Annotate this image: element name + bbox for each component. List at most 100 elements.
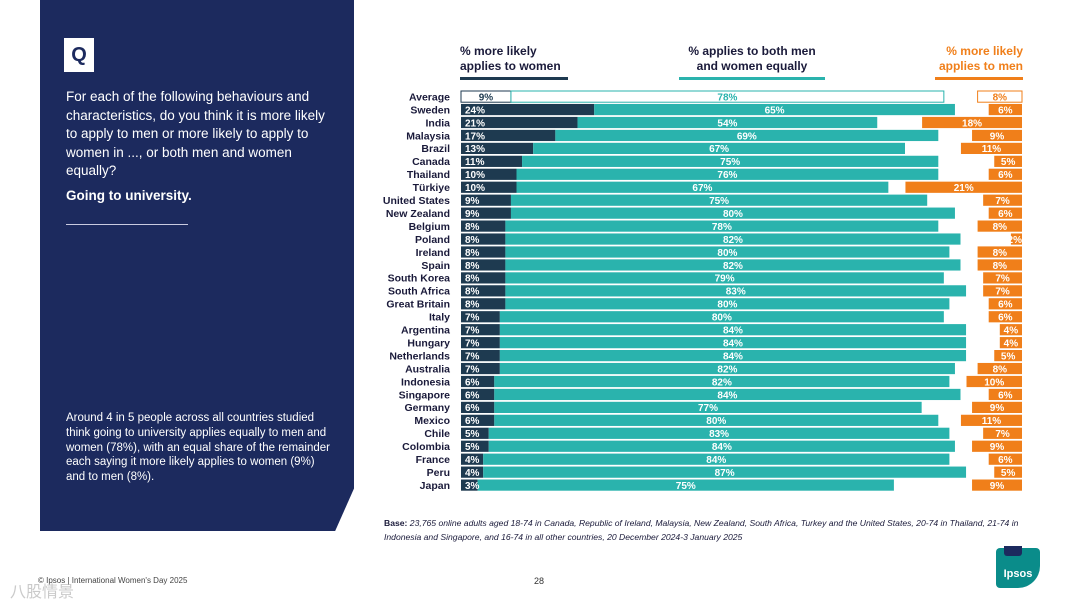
bar-men <box>972 479 1022 491</box>
bar-women <box>461 116 578 129</box>
bar-both <box>516 168 939 180</box>
bar-men <box>983 272 1022 284</box>
bar-women <box>461 272 506 284</box>
value-label-both: 83% <box>709 429 729 440</box>
summary-note: Around 4 in 5 people across all countrie… <box>66 412 331 484</box>
bar-both <box>494 375 950 388</box>
category-label: Hungary <box>407 337 450 349</box>
bar-both <box>555 129 939 142</box>
value-label-men: 10% <box>984 377 1004 388</box>
value-label-both: 84% <box>723 338 743 349</box>
category-label: Spain <box>421 260 450 272</box>
bar-both <box>505 220 939 232</box>
category-label: United States <box>383 195 450 207</box>
value-label-women: 6% <box>465 403 480 414</box>
bar-both <box>488 427 950 439</box>
bar-both <box>505 233 961 245</box>
bar-men <box>994 466 1022 478</box>
bar-women <box>461 479 478 491</box>
bar-women <box>461 414 495 426</box>
bar-both <box>594 103 955 116</box>
category-label: Colombia <box>402 441 450 453</box>
bar-women <box>461 298 506 310</box>
bar-men <box>905 181 1022 193</box>
bar-both <box>494 414 939 426</box>
bar-women <box>461 401 495 413</box>
value-label-men: 9% <box>990 442 1005 453</box>
bar-men <box>922 116 1022 129</box>
bar-men <box>960 142 1022 154</box>
bar-both <box>494 401 922 413</box>
bar-men <box>966 375 1022 388</box>
bar-women <box>461 350 500 362</box>
bar-men <box>999 337 1022 349</box>
bar-women <box>461 220 506 232</box>
bar-men <box>999 324 1022 336</box>
value-label-men: 5% <box>1001 468 1016 479</box>
category-label: Indonesia <box>401 376 450 388</box>
value-label-men: 7% <box>995 287 1010 298</box>
value-label-women: 3% <box>465 481 480 492</box>
value-label-both: 82% <box>723 261 743 272</box>
value-label-men: 6% <box>998 209 1013 220</box>
bar-men <box>972 401 1022 413</box>
bar-women <box>461 181 517 193</box>
bar-women <box>461 362 500 375</box>
value-label-both: 54% <box>717 118 737 129</box>
bar-women <box>461 440 489 452</box>
category-label: Belgium <box>409 221 450 233</box>
bar-women <box>461 129 556 142</box>
value-label-men: 6% <box>998 455 1013 466</box>
bar-women <box>461 103 595 116</box>
value-label-men: 5% <box>1001 157 1016 168</box>
value-label-men: 7% <box>995 429 1010 440</box>
category-label: Japan <box>420 480 450 492</box>
value-label-women: 6% <box>465 416 480 427</box>
bar-women <box>461 337 500 349</box>
category-label: Germany <box>404 402 450 414</box>
bar-men <box>972 440 1022 452</box>
bar-women <box>461 259 506 271</box>
value-label-women: 24% <box>465 105 485 116</box>
value-label-men: 4% <box>1004 326 1019 337</box>
bar-men <box>972 129 1022 142</box>
bar-men <box>960 414 1022 426</box>
bar-both <box>510 207 955 219</box>
value-label-women: 8% <box>465 287 480 298</box>
legend-both: % applies to both men and women equally <box>679 44 825 80</box>
value-label-both: 78% <box>717 92 737 103</box>
value-label-women: 4% <box>465 455 480 466</box>
category-label: France <box>416 454 451 466</box>
value-label-both: 65% <box>765 105 785 116</box>
category-label: New Zealand <box>386 208 450 220</box>
logo-cap <box>1004 546 1022 556</box>
category-label: Peru <box>427 467 450 479</box>
value-label-women: 9% <box>479 92 494 103</box>
bar-both <box>499 350 967 362</box>
value-label-both: 82% <box>717 364 737 375</box>
divider <box>66 224 188 225</box>
legend-women: % more likely applies to women <box>460 44 568 80</box>
question-panel: Q For each of the following behaviours a… <box>40 0 354 531</box>
value-label-men: 2% <box>1008 235 1023 246</box>
category-label: Thailand <box>407 169 450 181</box>
category-label: Singapore <box>399 389 451 401</box>
value-label-women: 6% <box>465 390 480 401</box>
value-label-women: 7% <box>465 364 480 375</box>
value-label-both: 82% <box>723 235 743 246</box>
value-label-women: 7% <box>465 351 480 362</box>
value-label-women: 21% <box>465 118 485 129</box>
category-label: Poland <box>415 234 450 246</box>
value-label-both: 78% <box>712 222 732 233</box>
bar-women <box>461 285 506 297</box>
value-label-men: 18% <box>962 118 982 129</box>
bar-women <box>461 233 506 245</box>
category-label: Malaysia <box>406 130 450 142</box>
category-label: India <box>425 117 450 129</box>
value-label-men: 9% <box>990 481 1005 492</box>
value-label-men: 6% <box>998 313 1013 324</box>
category-label: South Africa <box>388 286 450 298</box>
category-label: Brazil <box>421 143 450 155</box>
bar-men <box>988 388 1022 401</box>
bar-women <box>461 324 500 336</box>
